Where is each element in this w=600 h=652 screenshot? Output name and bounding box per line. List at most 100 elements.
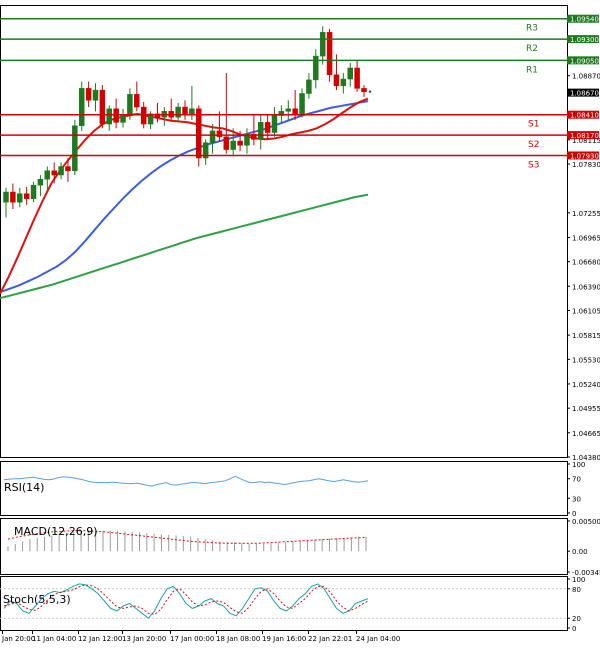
candle-body bbox=[3, 191, 9, 203]
candle-body bbox=[51, 170, 57, 176]
price-axis-label: 1.06680 bbox=[572, 259, 600, 267]
level-price-label-r2: 1.09300 bbox=[570, 36, 599, 44]
rsi-panel-frame bbox=[0, 461, 568, 516]
x-axis-label: 12 Jan 12:00 bbox=[78, 635, 122, 643]
candle-body bbox=[271, 115, 278, 133]
price-axis-label: 1.06965 bbox=[572, 234, 600, 242]
macd-signal-line bbox=[7, 530, 367, 544]
level-price-label-s2: 1.08170 bbox=[570, 132, 599, 140]
candle-body bbox=[202, 142, 209, 159]
stoch-signal-line bbox=[3, 584, 369, 615]
level-name-s1: S1 bbox=[528, 120, 539, 130]
candle-body bbox=[85, 88, 92, 101]
current-price-label: 1.08670 bbox=[570, 90, 599, 98]
candle-body bbox=[257, 122, 264, 140]
macd-axis-label: 0.00 bbox=[572, 548, 588, 556]
rsi-axis-label: 0 bbox=[572, 510, 576, 518]
price-axis-label: 1.04955 bbox=[572, 405, 600, 413]
candle-body bbox=[65, 166, 71, 172]
candle-body bbox=[134, 94, 140, 108]
candle-body bbox=[347, 67, 353, 80]
candle-body bbox=[216, 130, 223, 138]
candle-body bbox=[306, 79, 312, 94]
candle-body bbox=[313, 55, 319, 81]
candle-body bbox=[340, 78, 347, 87]
price-axis-label: 1.04665 bbox=[572, 430, 600, 438]
ma-green-line bbox=[0, 193, 369, 300]
price-axis-label: 1.04380 bbox=[572, 454, 600, 462]
candle-body bbox=[120, 115, 126, 123]
candle-body bbox=[299, 93, 305, 115]
macd-panel: 0.005006 0.00 -0.003458 bbox=[7, 518, 600, 577]
level-price-label-r3: 1.09540 bbox=[570, 16, 599, 24]
x-axis-label: 18 Jan 08:00 bbox=[216, 635, 260, 643]
candle-body bbox=[230, 140, 236, 150]
candle-body bbox=[333, 74, 340, 87]
level-price-box bbox=[567, 110, 599, 119]
candle-body bbox=[361, 88, 367, 93]
level-name-r2: R2 bbox=[526, 44, 538, 54]
macd-panel-frame bbox=[0, 518, 568, 575]
stoch-panel-frame bbox=[0, 576, 568, 631]
price-axis-label: 1.05815 bbox=[572, 332, 600, 340]
candle-body bbox=[37, 179, 44, 186]
price-axis-label: 1.07255 bbox=[572, 210, 600, 218]
macd-axis-label: 0.005006 bbox=[572, 518, 600, 526]
candle-body bbox=[106, 108, 113, 125]
x-axis-label: 11 Jan 04:00 bbox=[32, 635, 76, 643]
candle-body bbox=[113, 108, 119, 123]
price-axis-label: 1.08115 bbox=[572, 137, 600, 145]
candle-body bbox=[30, 184, 37, 200]
candle-body bbox=[23, 193, 30, 200]
stoch-axis-label: 0 bbox=[572, 625, 576, 633]
candle-body bbox=[72, 125, 78, 172]
macd-title: MACD(12,26,9) bbox=[14, 525, 98, 538]
candle-body bbox=[264, 122, 271, 133]
candle-body bbox=[196, 108, 202, 159]
candle-body bbox=[292, 108, 298, 115]
price-axis-label: 1.06105 bbox=[572, 307, 600, 315]
stoch-panel: 100 80 20 0 bbox=[0, 576, 585, 633]
candle-body bbox=[92, 89, 99, 101]
candle-body bbox=[285, 108, 292, 112]
rsi-axis-label: 30 bbox=[572, 495, 581, 503]
rsi-line bbox=[3, 475, 369, 487]
candle-body bbox=[17, 193, 23, 203]
level-price-label-s3: 1.07930 bbox=[570, 152, 599, 160]
candle-body bbox=[58, 166, 64, 176]
level-name-s3: S3 bbox=[528, 160, 539, 170]
level-price-box bbox=[567, 56, 599, 65]
level-price-box bbox=[567, 151, 599, 160]
stoch-axis-label: 100 bbox=[572, 576, 585, 584]
price-panel-frame bbox=[0, 5, 568, 458]
rsi-panel: 100 70 30 0 bbox=[3, 461, 585, 518]
candle-body bbox=[78, 88, 85, 127]
x-axis-label: 22 Jan 22:01 bbox=[308, 635, 352, 643]
level-price-box bbox=[567, 35, 599, 44]
last-tick-dot bbox=[368, 90, 372, 93]
x-axis-label: Jan 20:00 bbox=[1, 635, 35, 643]
candle-body bbox=[182, 106, 188, 115]
level-price-box bbox=[567, 14, 599, 23]
candle-body bbox=[326, 32, 333, 76]
price-axis-label: 1.05240 bbox=[572, 381, 600, 389]
price-axis-label: 1.05530 bbox=[572, 356, 600, 364]
candle-body bbox=[127, 94, 133, 116]
candle-body bbox=[189, 108, 195, 115]
candle-body bbox=[44, 170, 51, 180]
candle-body bbox=[278, 111, 285, 116]
candle-body bbox=[99, 89, 106, 125]
candle-body bbox=[319, 32, 326, 57]
price-axis-label: 1.08870 bbox=[572, 73, 600, 81]
level-name-r3: R3 bbox=[526, 24, 538, 34]
current-price-box bbox=[567, 88, 599, 97]
candle-body bbox=[175, 106, 181, 118]
price-panel: 1.099001.088701.081151.078301.072551.069… bbox=[0, 14, 600, 462]
level-name-s2: S2 bbox=[528, 140, 539, 150]
rsi-axis-label: 70 bbox=[572, 476, 581, 484]
stoch-axis-label: 80 bbox=[572, 586, 581, 594]
x-axis-label: 17 Jan 00:00 bbox=[170, 635, 214, 643]
level-price-label-r1: 1.09050 bbox=[570, 57, 599, 65]
